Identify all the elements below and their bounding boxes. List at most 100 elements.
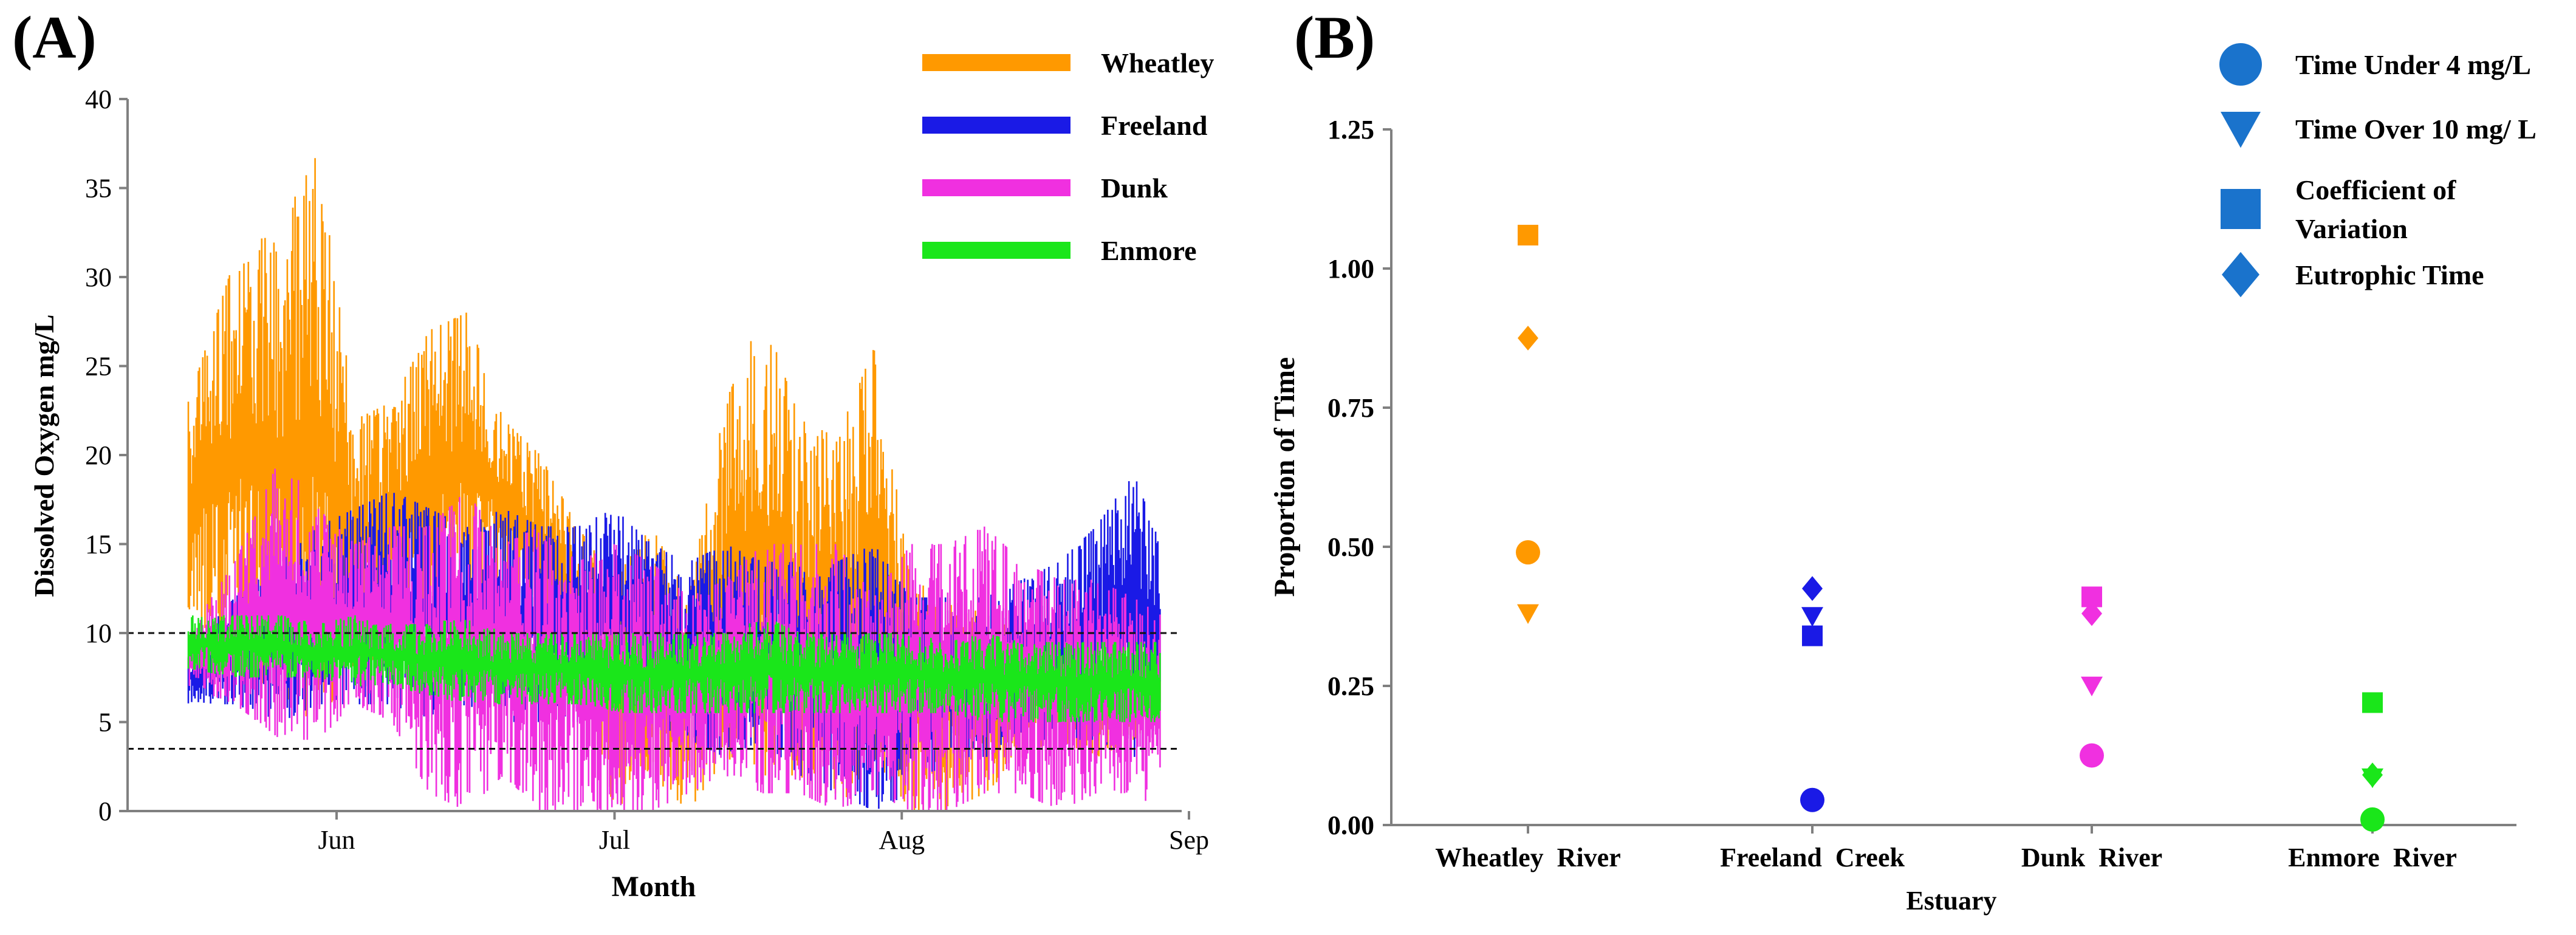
panel-b-x-tick-label: Enmore River: [2288, 843, 2457, 872]
panel-b-x-tick-label: Freeland Creek: [1720, 843, 1905, 872]
panel-a: (A) 0 5 10 15 20 25 30 35 40 Jun Jul Aug Sep Dissol…: [12, 4, 1214, 903]
point-diamond-1: [1518, 326, 1538, 351]
panel-b-x-ticks: Wheatley River Freeland Creek Dunk River En…: [1435, 825, 2457, 872]
panel-b-y-tick: 1.25: [1327, 115, 1391, 145]
panel-a-x-tick: Aug: [879, 811, 925, 855]
panel-a-y-axis-title: Dissolved Oxygen mg/L: [29, 314, 60, 597]
point-square-4: [2362, 692, 2383, 713]
panel-b-legend: Time Under 4 mg/L Time Over 10 mg/ L Coeff…: [2219, 43, 2537, 298]
panel-b-x-tick: Freeland Creek: [1720, 825, 1905, 872]
panel-a-plot-area: 0 5 10 15 20 25 30 35 40 Jun Jul Aug Sep: [85, 84, 1209, 855]
panel-b-y-tick: 0.00: [1327, 810, 1391, 840]
panel-b-y-ticks: 0.00 0.25 0.50 0.75 1.00 1.25: [1327, 115, 1391, 840]
legend-item-enmore: Enmore: [922, 235, 1197, 266]
panel-a-y-tick: 5: [98, 708, 128, 738]
panel-b-y-tick-label: 0.25: [1327, 671, 1374, 701]
panel-b-y-tick-label: 1.25: [1327, 115, 1374, 145]
panel-a-legend: Wheatley Freeland Dunk Enmore: [922, 47, 1214, 266]
series-enmore: [187, 615, 1161, 722]
panel-a-y-tick: 25: [85, 352, 128, 382]
point-circle-4: [2360, 807, 2385, 832]
panel-b-points: [1516, 225, 2385, 832]
panel-a-x-axis-title: Month: [612, 871, 696, 903]
panel-a-x-tick-label: Jul: [599, 825, 630, 855]
point-circle-3: [2080, 743, 2104, 768]
panel-a-y-tick-label: 5: [98, 708, 112, 738]
panel-b: (B) 0.00 0.25 0.50 0.75 1.00 1.25 Wheatley Ri…: [1269, 4, 2537, 916]
panel-a-y-tick-label: 35: [85, 174, 112, 204]
panel-b-x-tick-label: Wheatley River: [1435, 843, 1620, 872]
panel-b-x-tick: Dunk River: [2021, 825, 2162, 872]
panel-b-x-axis-title: Estuary: [1906, 886, 1996, 916]
panel-b-y-tick-label: 0.00: [1327, 810, 1374, 840]
panel-a-x-tick-label: Jun: [318, 825, 355, 855]
legend-swatch: [922, 242, 1070, 259]
panel-b-y-axis-title: Proportion of Time: [1269, 357, 1301, 597]
panel-a-y-tick-label: 15: [85, 530, 112, 560]
legend-label: Wheatley: [1101, 47, 1214, 78]
panel-a-y-tick: 15: [85, 530, 128, 560]
panel-a-x-tick: Jun: [318, 811, 355, 855]
legend-item-circle: Time Under 4 mg/L: [2219, 43, 2531, 86]
legend-item-triangle-down: Time Over 10 mg/ L: [2221, 111, 2537, 148]
panel-b-y-tick: 0.25: [1327, 671, 1391, 701]
panel-b-x-tick-label: Dunk River: [2021, 843, 2162, 872]
panel-a-label: (A): [12, 4, 97, 71]
panel-a-y-tick: 40: [85, 84, 128, 114]
legend-marker-square: [2221, 189, 2261, 229]
panel-a-y-tick: 20: [85, 440, 128, 470]
point-triangle-down-3: [2081, 676, 2103, 697]
point-circle-2: [1800, 787, 1824, 812]
series-enmore-trace: [187, 615, 1161, 722]
panel-a-y-tick-label: 40: [85, 84, 112, 114]
legend-marker-triangle-down: [2221, 111, 2261, 148]
panel-a-x-ticks: Jun Jul Aug Sep: [318, 811, 1209, 855]
panel-a-y-tick: 10: [85, 618, 128, 648]
panel-b-label: (B): [1294, 4, 1375, 71]
point-diamond-3: [2081, 601, 2102, 626]
legend-marker-circle: [2219, 43, 2262, 86]
panel-a-y-tick-label: 20: [85, 440, 112, 470]
legend-swatch: [922, 117, 1070, 134]
legend-label: Variation: [2295, 213, 2408, 244]
panel-a-y-ticks: 0 5 10 15 20 25 30 35 40: [85, 84, 128, 826]
legend-label: Dunk: [1101, 173, 1168, 204]
legend-item-square: Coefficient of Variation: [2221, 174, 2456, 244]
panel-b-y-tick: 0.50: [1327, 532, 1391, 562]
panel-b-y-tick: 1.00: [1327, 254, 1391, 284]
point-triangle-down-2: [1801, 607, 1823, 627]
panel-b-x-tick: Enmore River: [2288, 825, 2457, 872]
panel-a-x-tick: Sep: [1169, 811, 1209, 855]
legend-swatch: [922, 179, 1070, 196]
panel-a-y-tick-label: 0: [98, 796, 112, 826]
panel-a-y-tick: 30: [85, 262, 128, 292]
point-diamond-4: [2362, 762, 2383, 787]
legend-label: Time Over 10 mg/ L: [2295, 114, 2537, 145]
panel-a-y-tick: 0: [98, 796, 128, 826]
panel-a-x-tick: Jul: [599, 811, 630, 855]
legend-item-dunk: Dunk: [922, 173, 1168, 204]
panel-a-x-tick-label: Sep: [1169, 825, 1209, 855]
panel-a-series-layer: [187, 158, 1161, 811]
panel-b-x-tick: Wheatley River: [1435, 825, 1621, 872]
point-circle-1: [1516, 540, 1540, 565]
panel-a-x-tick-label: Aug: [879, 825, 925, 855]
panel-a-y-tick-label: 10: [85, 618, 112, 648]
legend-label: Time Under 4 mg/L: [2295, 49, 2531, 80]
legend-label: Eutrophic Time: [2295, 259, 2484, 290]
panel-b-plot-area: 0.00 0.25 0.50 0.75 1.00 1.25 Wheatley River F…: [1327, 115, 2516, 872]
panel-a-y-tick-label: 30: [85, 262, 112, 292]
panel-b-y-tick: 0.75: [1327, 393, 1391, 423]
legend-item-freeland: Freeland: [922, 110, 1208, 141]
legend-item-diamond: Eutrophic Time: [2222, 252, 2484, 298]
point-square-1: [1518, 225, 1538, 246]
point-triangle-down-1: [1517, 604, 1539, 625]
point-diamond-2: [1802, 576, 1823, 601]
legend-swatch: [922, 54, 1070, 71]
legend-label: Freeland: [1101, 110, 1208, 141]
panel-a-y-tick: 35: [85, 174, 128, 204]
panel-b-y-tick-label: 1.00: [1327, 254, 1374, 284]
legend-label: Enmore: [1101, 235, 1197, 266]
legend-item-wheatley: Wheatley: [922, 47, 1214, 78]
